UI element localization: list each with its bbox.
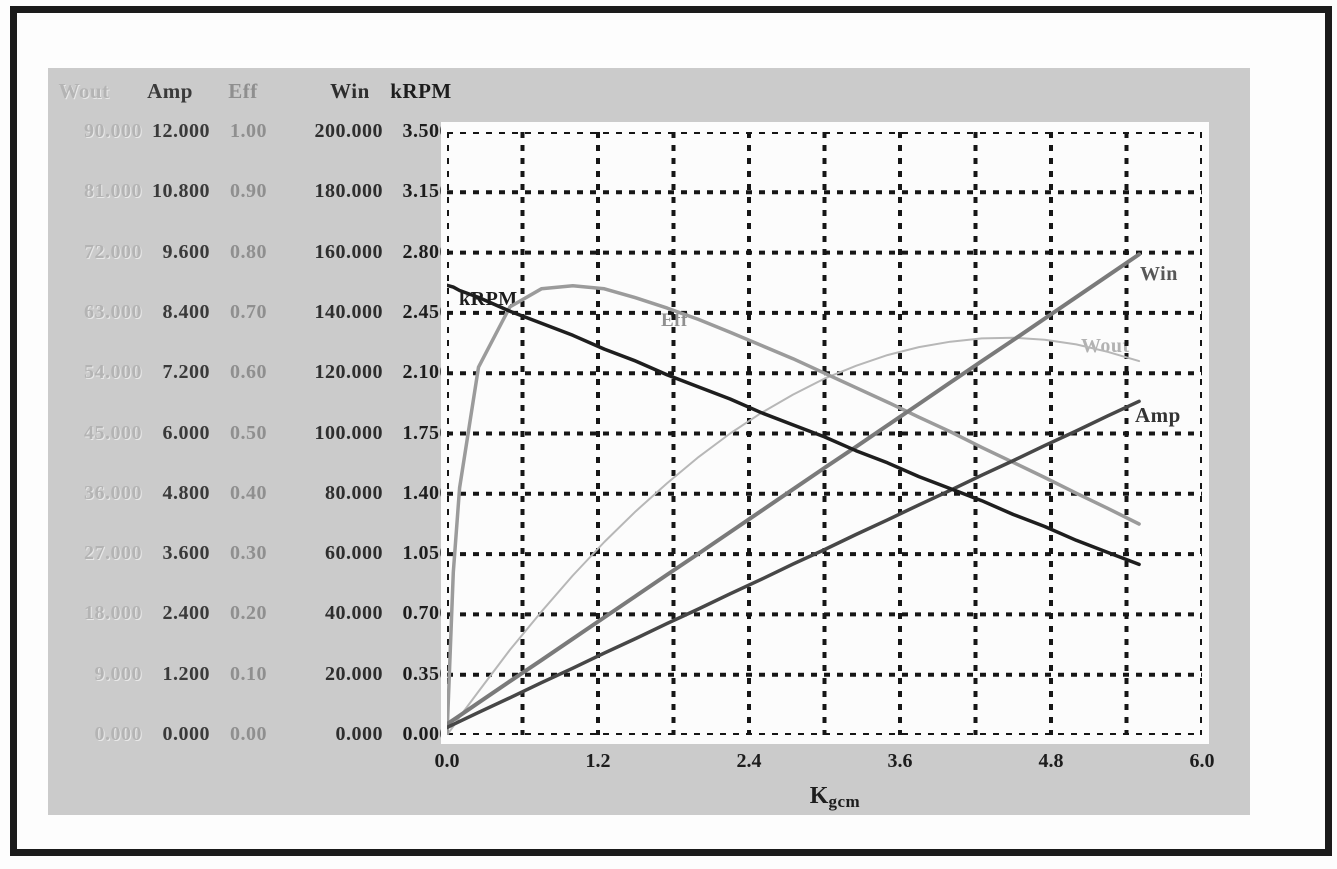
axis-value-eff: 0.30 [230,542,267,565]
axis-value-amp: 1.200 [162,662,210,685]
axis-value-eff: 1.00 [230,120,267,142]
x-tick-label: 0.0 [434,750,460,772]
curve-krpm [447,283,1141,567]
axis-value-krpm: 3.500 [402,120,450,142]
axis-value-win: 200.000 [314,120,383,142]
x-tick-label: 6.0 [1189,750,1215,772]
axis-value-eff: 0.60 [230,361,267,384]
axis-value-win: 60.000 [325,542,383,565]
axis-value-wout: 27.000 [84,542,142,565]
axis-value-wout: 63.000 [84,300,142,323]
axis-value-win: 100.000 [314,421,383,444]
axis-value-win: 160.000 [314,240,383,263]
x-axis-label-sub: gcm [828,792,861,811]
axis-value-wout: 90.000 [84,120,142,142]
x-axis-label: Kgcm [790,783,880,812]
axis-value-wout: 45.000 [84,421,142,444]
axis-value-krpm: 2.450 [402,300,450,323]
axis-value-win: 140.000 [314,300,383,323]
axis-value-wout: 81.000 [84,180,142,203]
curve-label-wout: Wout [1081,335,1130,357]
axis-value-amp: 12.000 [152,120,210,142]
axis-value-krpm: 0.350 [402,662,450,685]
x-tick-label: 1.2 [585,750,611,772]
axis-value-amp: 10.800 [152,180,210,203]
axis-value-eff: 0.20 [230,602,267,625]
axis-value-wout: 54.000 [84,361,142,384]
axis-value-amp: 7.200 [162,361,210,384]
axis-value-amp: 8.400 [162,300,210,323]
axis-value-krpm: 0.700 [402,602,450,625]
axis-value-wout: 72.000 [84,240,142,263]
axis-value-win: 0.000 [335,723,383,745]
axis-value-amp: 9.600 [162,240,210,263]
axis-value-win: 20.000 [325,662,383,685]
x-axis-label-main: K [809,783,829,809]
plot-canvas [447,132,1202,735]
axis-value-wout: 36.000 [84,481,142,504]
x-tick-label: 3.6 [887,750,913,772]
axis-value-krpm: 1.750 [402,421,450,444]
curve-label-eff: Eff [661,310,688,331]
axis-header-wout: Wout [58,79,110,103]
axis-value-win: 40.000 [325,602,383,625]
x-tick-label: 2.4 [736,750,762,772]
axis-value-eff: 0.90 [230,180,267,203]
axis-value-wout: 18.000 [84,602,142,625]
axis-value-amp: 4.800 [162,481,210,504]
axis-value-krpm: 0.000 [402,723,450,745]
axis-value-amp: 2.400 [162,602,210,625]
axis-header-eff: Eff [228,79,258,103]
curve-amp [447,399,1141,730]
axis-value-eff: 0.10 [230,662,267,685]
curve-eff [447,284,1141,735]
axis-value-krpm: 2.800 [402,240,450,263]
curve-label-win: Win [1140,263,1178,285]
axis-header-amp: Amp [147,79,193,103]
axis-value-wout: 0.000 [94,723,142,745]
axis-header-krpm: kRPM [390,79,452,103]
axis-value-win: 120.000 [314,361,383,384]
curve-label-krpm: kRPM [459,288,518,310]
axis-header-win: Win [330,79,370,103]
axis-value-win: 180.000 [314,180,383,203]
axis-value-amp: 3.600 [162,542,210,565]
axis-value-amp: 6.000 [162,421,210,444]
axis-value-eff: 0.50 [230,421,267,444]
curve-label-amp: Amp [1135,403,1181,427]
axis-value-krpm: 3.150 [402,180,450,203]
axis-value-krpm: 2.100 [402,361,450,384]
axis-value-eff: 0.00 [230,723,267,745]
grid-lines [447,132,1202,735]
axis-value-krpm: 1.050 [402,542,450,565]
axis-value-win: 80.000 [325,481,383,504]
axis-value-eff: 0.80 [230,240,267,263]
x-tick-label: 4.8 [1038,750,1064,772]
axis-value-eff: 0.40 [230,481,267,504]
axis-value-krpm: 1.400 [402,481,450,504]
axis-value-wout: 9.000 [94,662,142,685]
axis-value-amp: 0.000 [162,723,210,745]
curve-win [447,252,1142,727]
axis-value-eff: 0.70 [230,300,267,323]
